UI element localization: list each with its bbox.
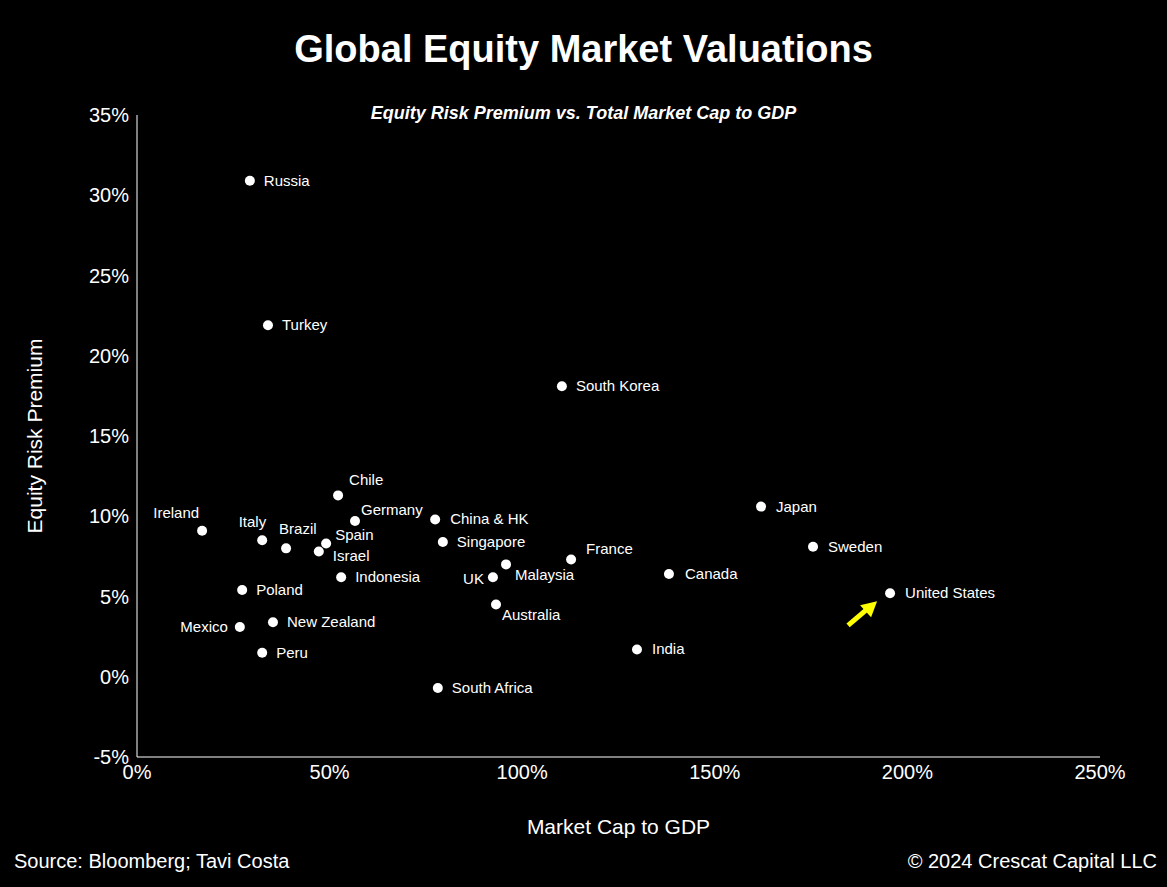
svg-text:50%: 50% [310,761,350,783]
svg-text:Canada: Canada [685,565,738,582]
svg-text:New Zealand: New Zealand [287,613,375,630]
svg-text:Mexico: Mexico [180,618,228,635]
html-text:© 2024 Crescat Capital LLC: © 2024 Crescat Capital LLC [907,850,1157,872]
svg-text:Australia: Australia [502,606,561,623]
svg-text:-5%: -5% [93,746,129,768]
svg-text:South Korea: South Korea [576,377,660,394]
html-text:Equity Risk Premium: Equity Risk Premium [23,338,46,534]
svg-text:Poland: Poland [256,581,303,598]
svg-text:China & HK: China & HK [450,510,528,527]
svg-text:Germany: Germany [361,501,423,518]
svg-text:150%: 150% [689,761,740,783]
svg-text:Russia: Russia [264,172,311,189]
html-text:Equity Risk Premium vs. Total: Equity Risk Premium vs. Total Market Cap… [370,103,797,123]
svg-text:Singapore: Singapore [457,533,525,550]
svg-text:10%: 10% [89,505,129,527]
svg-text:30%: 30% [89,184,129,206]
html-text:Global Equity Market Valuation: Global Equity Market Valuations [294,28,873,70]
html-text:Source: Bloomberg; Tavi Costa: Source: Bloomberg; Tavi Costa [14,850,290,872]
svg-text:200%: 200% [882,761,933,783]
svg-text:India: India [652,640,685,657]
svg-text:Japan: Japan [776,498,817,515]
svg-text:25%: 25% [89,265,129,287]
svg-text:Ireland: Ireland [153,504,199,521]
svg-text:France: France [586,540,633,557]
svg-text:Italy: Italy [239,513,267,530]
svg-text:Chile: Chile [349,471,383,488]
svg-text:Peru: Peru [276,644,308,661]
svg-text:250%: 250% [1074,761,1125,783]
svg-text:Spain: Spain [335,526,373,543]
svg-text:UK: UK [463,570,484,587]
svg-text:5%: 5% [100,586,129,608]
svg-text:Brazil: Brazil [279,520,317,537]
svg-text:Malaysia: Malaysia [515,566,575,583]
svg-text:15%: 15% [89,425,129,447]
svg-text:20%: 20% [89,345,129,367]
svg-text:35%: 35% [89,104,129,126]
html-text:Market Cap to GDP: Market Cap to GDP [526,815,711,838]
svg-text:0%: 0% [122,761,152,784]
svg-text:United States: United States [905,584,995,601]
svg-text:100%: 100% [497,761,548,783]
svg-text:Turkey: Turkey [282,316,328,333]
svg-text:South Africa: South Africa [452,679,534,696]
svg-text:0%: 0% [100,666,129,688]
svg-text:Indonesia: Indonesia [355,568,421,585]
svg-text:Israel: Israel [333,547,370,564]
svg-text:Sweden: Sweden [828,538,882,555]
